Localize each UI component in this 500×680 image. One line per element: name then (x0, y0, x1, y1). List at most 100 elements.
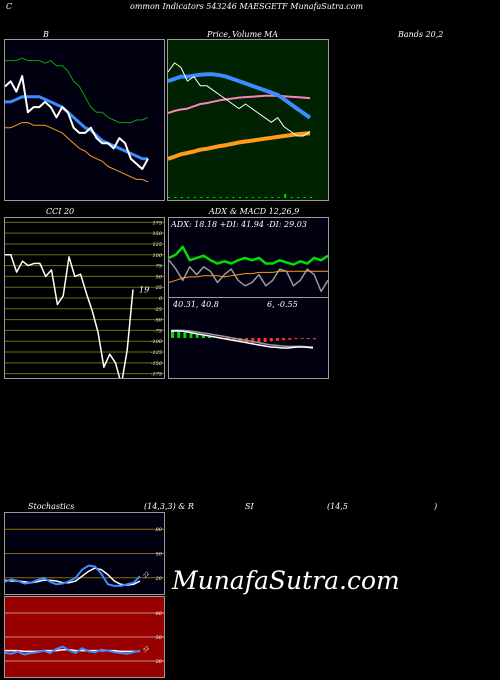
macd-histogram-bar (282, 338, 286, 341)
stochastics-last-label: 22 (141, 571, 150, 580)
rsi-close: ) (434, 502, 438, 511)
cci-tick-label: 75 (156, 264, 162, 270)
rsi-last-label: 32 (142, 645, 151, 654)
cci-panel: 175 150 125 100 75 50 25 0 -25 -50 -75 -100 -125 -150… (4, 217, 165, 379)
price-ma-pink-line (168, 94, 311, 115)
macd-histogram-bar (269, 338, 273, 342)
volume-bar (174, 197, 177, 198)
stochastics-tick-label: 50 (156, 552, 163, 558)
stochastics-params: (14,3,3) & R (144, 502, 194, 511)
stochastics-tick-label: 80 (156, 527, 163, 533)
bollinger-chart (5, 57, 149, 183)
macd-histogram-bar (263, 338, 267, 342)
macd-histogram-bar (306, 338, 310, 340)
macd-line (170, 330, 314, 349)
macd-histogram-bar (251, 338, 255, 343)
cci-tick-label: -175 (151, 372, 162, 378)
macd-panel: 40.31, 40.8 6, -0.55 (168, 297, 329, 379)
volume-bar (264, 197, 267, 198)
cci-tick-label: 125 (152, 242, 162, 248)
adx-values: ADX: 18.18 +DI: 41.94 -DI: 29.03 (171, 220, 307, 229)
volume-bar (180, 197, 183, 198)
macd-histogram-bar (232, 338, 236, 342)
cci-tick-label: 50 (156, 274, 163, 280)
bollinger-title-left: B (43, 30, 49, 39)
price-ma-chart (168, 62, 312, 198)
price-ma-orange-line (168, 131, 311, 161)
macd-histogram-bar (183, 332, 187, 338)
bollinger-upper-line (5, 57, 149, 124)
macd-values-a: 40.31, 40.8 (173, 300, 219, 309)
macd-histogram-bar (294, 338, 298, 340)
cci-line (5, 254, 134, 378)
ma-title: MA (264, 30, 278, 39)
volume-bar (290, 197, 293, 198)
volume-bar (200, 197, 203, 198)
price-close-line (168, 62, 311, 137)
volume-bar (219, 197, 222, 198)
macd-histogram-bar (201, 335, 205, 338)
macd-chart (170, 329, 316, 349)
rsi-signal-line (5, 649, 140, 653)
macd-histogram-bar (257, 338, 261, 343)
cci-tick-label: 0 (159, 296, 163, 302)
rsi-main-line (5, 645, 141, 656)
bands-title: Bands 20,2 (398, 30, 444, 39)
bollinger-lower-line (5, 122, 149, 183)
macd-histogram-bar (177, 331, 181, 338)
adx-plus-di-line (169, 245, 328, 266)
cci-tick-label: -100 (151, 339, 163, 345)
header-c-letter: C (6, 2, 13, 11)
volume-bar (271, 197, 274, 198)
bollinger-close-line (5, 75, 149, 170)
cci-title: CCI 20 (46, 207, 75, 216)
volume-bar (251, 197, 254, 198)
watermark: MunafaSutra.com (172, 566, 400, 595)
macd-signal-line (171, 329, 314, 348)
adx-line (169, 270, 328, 283)
rsi-tick-label: 80 (156, 611, 163, 617)
macd-values-b: 6, -0.55 (267, 300, 298, 309)
stochastics-chart: 80 50 20 22 (5, 527, 164, 587)
bollinger-panel (4, 39, 165, 201)
volume-bar (226, 197, 229, 198)
adx-panel: ADX: 18.18 +DI: 41.94 -DI: 29.03 (168, 217, 329, 298)
volume-bar (213, 197, 216, 198)
macd-histogram-bar (189, 333, 193, 338)
cci-tick-label: 150 (152, 231, 162, 237)
volume-bar (239, 197, 241, 198)
rsi-tick-label: 50 (156, 635, 163, 641)
macd-histogram-bar (208, 336, 211, 338)
volume-bar (258, 197, 261, 198)
volume-bar (206, 197, 209, 198)
price-title: Price, (207, 30, 231, 39)
cci-tick-label: 100 (152, 253, 162, 259)
macd-histogram-bar (313, 338, 316, 340)
cci-tick-label: -125 (151, 350, 162, 356)
stochastics-title: Stochastics (28, 502, 75, 511)
rsi-tick-label: 20 (155, 659, 163, 665)
stochastics-panel: 80 50 20 22 (4, 512, 165, 595)
cci-tick-label: -50 (154, 318, 163, 324)
cci-tick-label: -25 (154, 307, 162, 313)
cci-tick-label: 25 (155, 285, 162, 291)
price-ma-blue-line (168, 72, 312, 120)
volume-bar (297, 197, 300, 198)
price-ma-panel (167, 39, 329, 201)
volume-bar (193, 197, 196, 198)
macd-histogram-bar (276, 338, 279, 341)
rsi-chart: 80 50 20 32 (5, 611, 164, 665)
rsi-params: (14,5 (327, 502, 348, 511)
macd-histogram-bar (238, 338, 242, 343)
volume-bar (245, 197, 248, 198)
volume-bar (284, 194, 287, 198)
macd-title: & MACD 12,26,9 (230, 207, 300, 216)
stochastics-main-line (5, 564, 141, 587)
stochastics-tick-label: 20 (155, 576, 163, 582)
volume-bar (187, 197, 190, 198)
header-title: ommon Indicators 543246 MAESGETF MunafaS… (130, 2, 364, 11)
cci-tick-label: 175 (152, 220, 162, 226)
volume-title: Volume (232, 30, 262, 39)
macd-histogram-bar (171, 331, 174, 338)
volume-bar (277, 197, 280, 198)
